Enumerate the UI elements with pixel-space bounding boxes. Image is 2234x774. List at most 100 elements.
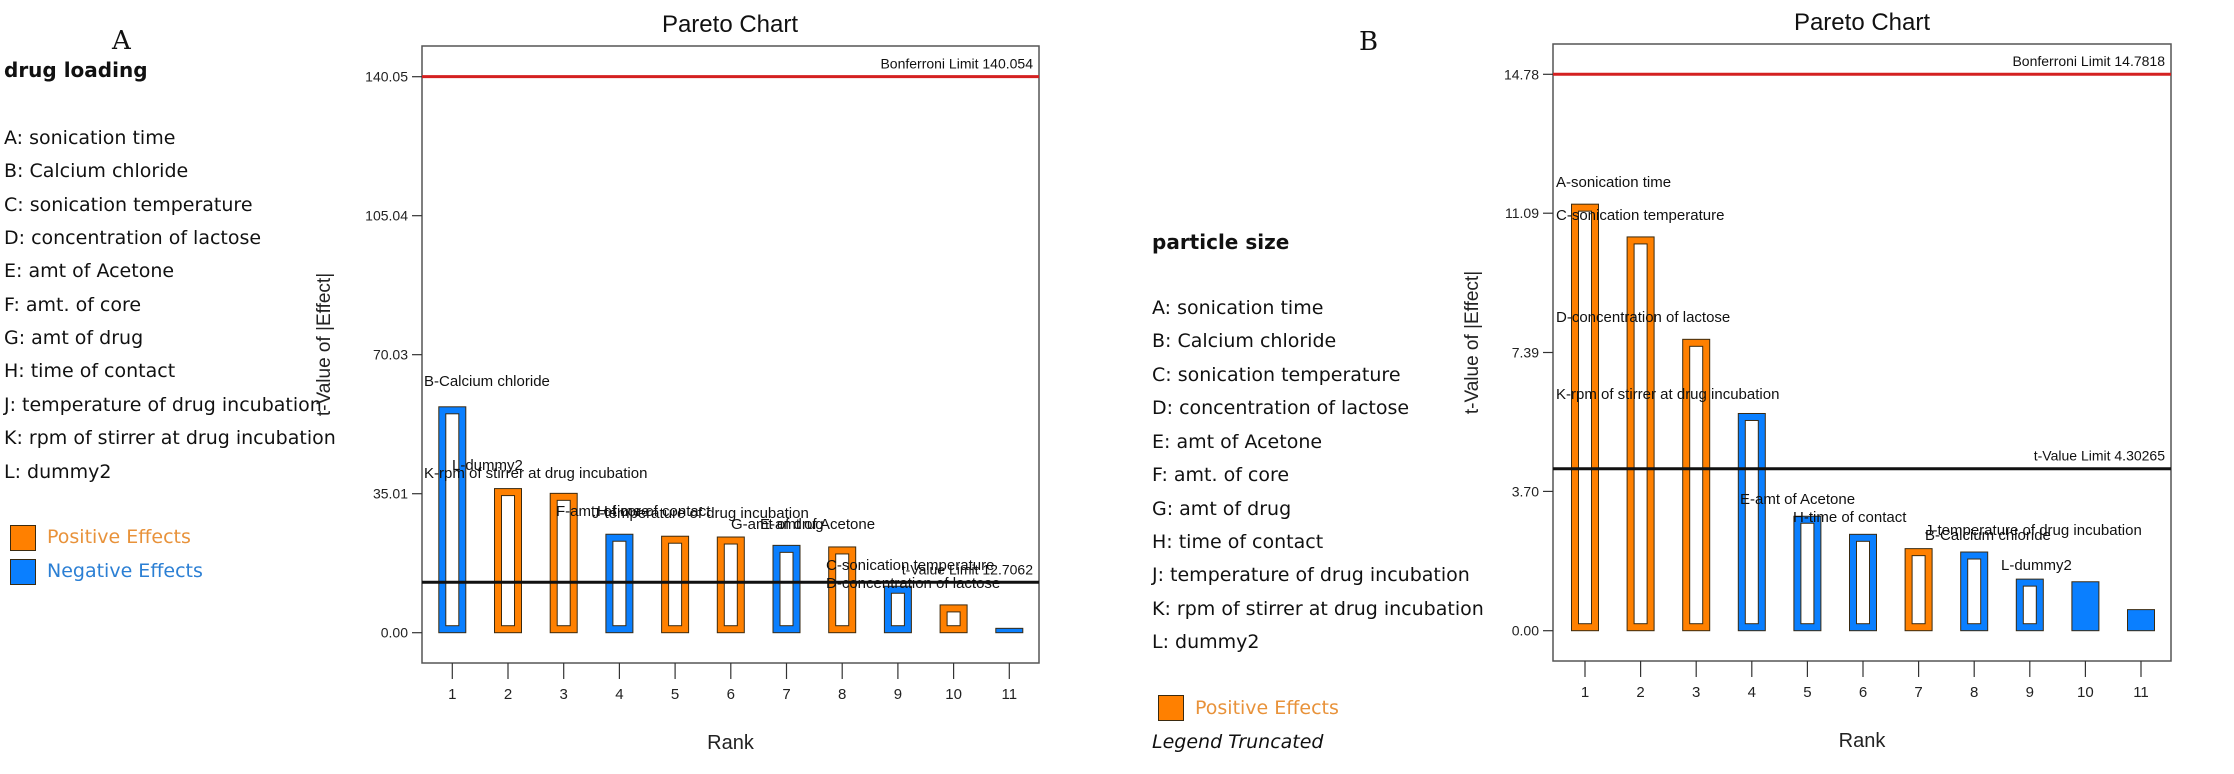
bar (2127, 609, 2155, 632)
bar (2071, 581, 2100, 632)
x-tick-label: 2 (504, 686, 512, 703)
factor-item: E: amt of Acetone (4, 260, 175, 282)
term-label: H-time of contact (597, 503, 711, 520)
pareto-chart-a: Pareto Chart 0.00 35.01 70.03 105.04 140.05 t-… (314, 11, 1040, 754)
bar-inner (668, 542, 683, 627)
bar-inner (723, 543, 738, 627)
x-tick-label: 4 (1748, 684, 1756, 701)
x-tick-label: 5 (671, 686, 679, 703)
bar-rank-3 (1682, 338, 1711, 632)
term-label: G-amt of drug (731, 516, 824, 533)
term-label: F-amt. of core (556, 503, 649, 520)
bar-rank-2 (1626, 236, 1655, 632)
factor-item: A: sonication time (1152, 297, 1324, 319)
bar-rank-3 (549, 492, 578, 634)
bonferroni-limit-label: Bonferroni Limit 140.054 (880, 56, 1033, 72)
y-tick-label: 0.00 (1512, 623, 1539, 639)
bar-rank-5 (661, 535, 690, 634)
bar-rank-1 (1571, 203, 1599, 632)
x-axis-title: Rank (707, 732, 755, 754)
positive-effects-label: Positive Effects (47, 526, 191, 548)
bar-inner (501, 495, 515, 627)
bar-inner (1689, 345, 1704, 625)
y-axis-title: t-Value of |Effect| (1462, 271, 1483, 414)
bar-inner (1633, 243, 1648, 625)
factor-item: H: time of contact (4, 360, 176, 382)
term-label: K-rpm of stirrer at drug incubation (424, 465, 647, 482)
x-tick-label: 6 (727, 686, 735, 703)
x-tick-label: 9 (894, 686, 902, 703)
bar-rank-9 (2015, 578, 2044, 632)
x-tick-label: 11 (1002, 686, 1018, 703)
bar-rank-10 (2071, 581, 2100, 632)
x-tick-label: 1 (1581, 684, 1589, 701)
factor-item: J: temperature of drug incubation (4, 394, 322, 416)
bar (995, 627, 1024, 634)
x-tick-label: 2 (1636, 684, 1644, 701)
factor-item: J: temperature of drug incubation (1152, 564, 1470, 586)
bar-inner (1967, 558, 1982, 625)
factor-item: A: sonication time (4, 127, 176, 149)
term-label: C-sonication temperature (1556, 207, 1724, 224)
factor-item: K: rpm of stirrer at drug incubation (4, 427, 336, 449)
positive-effects-swatch (1158, 695, 1184, 721)
x-tick-label: 10 (2077, 684, 2094, 701)
term-label: E-amt of Acetone (760, 516, 875, 533)
term-label: J-temperature of drug incubation (592, 505, 809, 522)
bar-rank-8 (828, 546, 857, 634)
factor-item: G: amt of drug (1152, 498, 1292, 520)
bar-rank-8 (1960, 551, 1989, 632)
factor-item: L: dummy2 (1152, 631, 1260, 653)
x-tick-label: 9 (2026, 684, 2034, 701)
bar-inner (946, 611, 961, 627)
x-tick-label: 3 (1692, 684, 1700, 701)
term-label: D-concentration of lactose (826, 575, 1000, 592)
bar-inner (556, 499, 571, 627)
pareto-chart-b: Pareto Chart 0.00 3.70 7.39 11.09 14.78 t-Valu… (1462, 9, 2172, 752)
response-title-a: drug loading (4, 58, 148, 82)
factor-item: B: Calcium chloride (4, 160, 189, 182)
factor-item: C: sonication temperature (4, 194, 253, 216)
chart-title: Pareto Chart (662, 11, 798, 38)
term-label: B-Calcium chloride (424, 373, 550, 390)
term-label: K-rpm of stirrer at drug incubation (1556, 386, 1779, 403)
factor-item: G: amt of drug (4, 327, 144, 349)
factor-item: E: amt of Acetone (1152, 431, 1323, 453)
y-tick-label: 35.01 (373, 486, 408, 502)
y-tick-label: 14.78 (1504, 66, 1539, 82)
bonferroni-limit-label: Bonferroni Limit 14.7818 (2012, 53, 2165, 69)
factor-item: B: Calcium chloride (1152, 330, 1337, 352)
term-label: L-dummy2 (452, 457, 523, 474)
x-tick-label: 10 (945, 686, 962, 703)
y-tick-label: 11.09 (1505, 205, 1539, 221)
x-axis-title: Rank (1839, 730, 1887, 752)
bar-rank-7 (1904, 548, 1933, 632)
response-title-b: particle size (1152, 230, 1290, 254)
bar-rank-11 (2127, 609, 2155, 632)
chart-title: Pareto Chart (1794, 9, 1930, 36)
factor-item: K: rpm of stirrer at drug incubation (1152, 598, 1484, 620)
factor-item: C: sonication temperature (1152, 364, 1401, 386)
bar-inner (1911, 555, 1926, 625)
bar-rank-11 (995, 627, 1024, 634)
factor-item: D: concentration of lactose (4, 227, 262, 249)
bar-inner (1744, 419, 1759, 625)
bar-rank-4 (1737, 412, 1766, 632)
y-tick-label: 3.70 (1512, 483, 1539, 499)
bar-inner (890, 592, 905, 627)
term-label: C-sonication temperature (826, 557, 994, 574)
factor-item: H: time of contact (1152, 531, 1324, 553)
term-label: B-Calcium chloride (1925, 527, 2051, 544)
panel-letter-b: B (1359, 27, 1379, 57)
y-tick-label: 105.04 (365, 208, 408, 224)
bar-inner (779, 551, 794, 627)
term-label: H-time of contact (1793, 509, 1907, 526)
term-label: L-dummy2 (2001, 557, 2072, 574)
x-tick-label: 5 (1803, 684, 1811, 701)
term-label: D-concentration of lactose (1556, 309, 1730, 326)
y-tick-label: 7.39 (1512, 345, 1539, 361)
factor-item: F: amt. of core (4, 294, 142, 316)
x-tick-label: 8 (1970, 684, 1978, 701)
y-tick-label: 140.05 (365, 69, 408, 85)
